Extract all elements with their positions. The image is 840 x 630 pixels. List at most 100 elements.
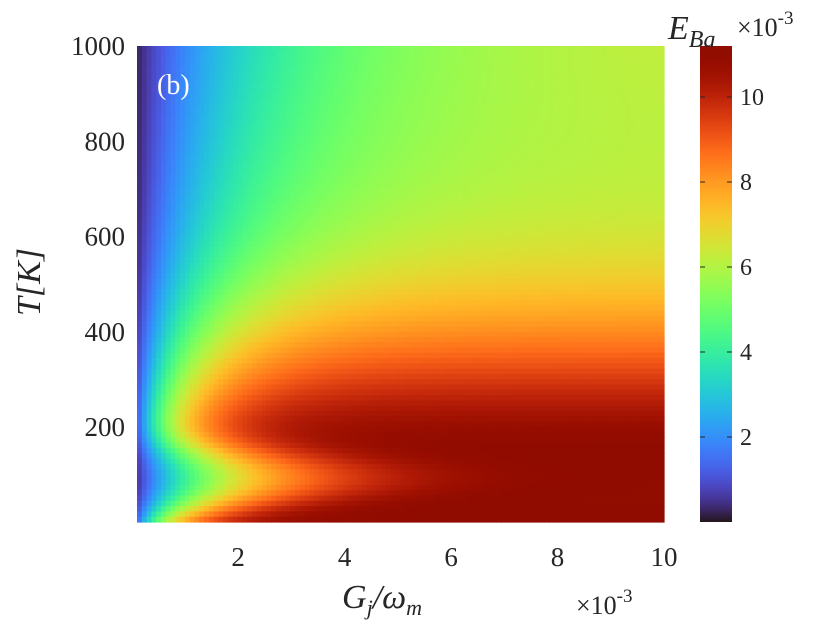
heatmap-cell [237, 358, 243, 364]
heatmap-cell [137, 135, 143, 142]
heatmap-cell [304, 500, 311, 507]
heatmap-cell [362, 315, 368, 322]
heatmap-cell [160, 484, 167, 491]
heatmap-cell [242, 495, 248, 502]
heatmap-cell [160, 141, 167, 148]
heatmap-cell [242, 114, 248, 121]
heatmap-cell [333, 51, 339, 58]
heatmap-cell [271, 469, 277, 475]
heatmap-cell [285, 516, 291, 523]
heatmap-cell [381, 294, 387, 301]
heatmap-cell [151, 321, 157, 327]
heatmap-cell [290, 363, 296, 370]
heatmap-cell [381, 506, 387, 513]
heatmap-cell [347, 104, 354, 111]
heatmap-cell [357, 363, 363, 370]
heatmap-cell [271, 252, 277, 259]
heatmap-cell [146, 72, 152, 79]
heatmap-cell [338, 252, 344, 259]
heatmap-cell [280, 194, 287, 200]
heatmap-cell [247, 114, 253, 121]
heatmap-cell [199, 447, 205, 454]
heatmap-cell [141, 77, 148, 84]
heatmap-cell [347, 246, 354, 253]
heatmap-cell [160, 426, 167, 433]
heatmap-cell [261, 257, 267, 264]
heatmap-cell [381, 157, 387, 163]
heatmap-cell [381, 93, 387, 100]
heatmap-cell [362, 72, 368, 79]
heatmap-cell [204, 447, 210, 454]
heatmap-cell [343, 395, 349, 401]
heatmap-cell [213, 389, 220, 396]
heatmap-cell [357, 204, 363, 211]
heatmap-cell [213, 479, 220, 486]
heatmap-cell [247, 395, 253, 401]
heatmap-cell [180, 114, 186, 121]
heatmap-cell [381, 331, 387, 338]
heatmap-cell [223, 500, 229, 507]
heatmap-cell [338, 183, 344, 190]
heatmap-cell [184, 395, 191, 401]
heatmap-cell [299, 220, 306, 227]
heatmap-cell [285, 453, 291, 460]
heatmap-cell [175, 289, 181, 296]
heatmap-cell [295, 188, 301, 195]
heatmap-cell [376, 363, 382, 370]
heatmap-cell [180, 104, 186, 111]
heatmap-cell [352, 405, 358, 412]
heatmap-cell [228, 389, 234, 396]
heatmap-cell [280, 236, 287, 243]
heatmap-cell [247, 310, 253, 317]
heatmap-cell [338, 104, 344, 111]
heatmap-cell [280, 310, 287, 317]
heatmap-cell [165, 511, 172, 518]
heatmap-cell [146, 389, 152, 396]
heatmap-cell [371, 442, 378, 449]
heatmap-cell [160, 463, 167, 470]
heatmap-cell [309, 215, 315, 222]
heatmap-cell [251, 453, 258, 460]
heatmap-cell [194, 88, 200, 95]
heatmap-cell [175, 437, 181, 444]
heatmap-cell [204, 310, 210, 317]
heatmap-cell [189, 83, 196, 89]
heatmap-cell [362, 61, 368, 68]
heatmap-cell [381, 61, 387, 68]
heatmap-cell [223, 83, 229, 89]
heatmap-cell [290, 289, 296, 296]
heatmap-cell [323, 395, 330, 401]
heatmap-cell [141, 331, 148, 338]
heatmap-cell [151, 389, 157, 396]
heatmap-cell [343, 516, 349, 523]
heatmap-cell [218, 220, 224, 227]
heatmap-cell [170, 220, 176, 227]
heatmap-cell [314, 77, 320, 84]
heatmap-cell [213, 278, 220, 285]
heatmap-cell [390, 500, 397, 507]
heatmap-cell [256, 347, 263, 354]
heatmap-cell [218, 278, 224, 285]
heatmap-cell [261, 178, 267, 185]
heatmap-cell [381, 373, 387, 380]
heatmap-cell [299, 336, 306, 343]
heatmap-cell [299, 495, 306, 502]
heatmap-cell [242, 215, 248, 222]
heatmap-cell [189, 500, 196, 507]
heatmap-cell [347, 453, 354, 460]
heatmap-cell [194, 484, 200, 491]
heatmap-cell [347, 395, 354, 401]
heatmap-cell [189, 273, 196, 280]
heatmap-cell [146, 93, 152, 100]
heatmap-cell [228, 77, 234, 84]
heatmap-cell [180, 310, 186, 317]
heatmap-cell [228, 93, 234, 100]
heatmap-cell [256, 500, 263, 507]
heatmap-cell [271, 93, 277, 100]
heatmap-cell [189, 410, 196, 417]
heatmap-cell [343, 262, 349, 269]
heatmap-cell [275, 51, 282, 58]
heatmap-cell [266, 135, 272, 142]
heatmap-cell [213, 500, 220, 507]
heatmap-cell [323, 262, 330, 269]
